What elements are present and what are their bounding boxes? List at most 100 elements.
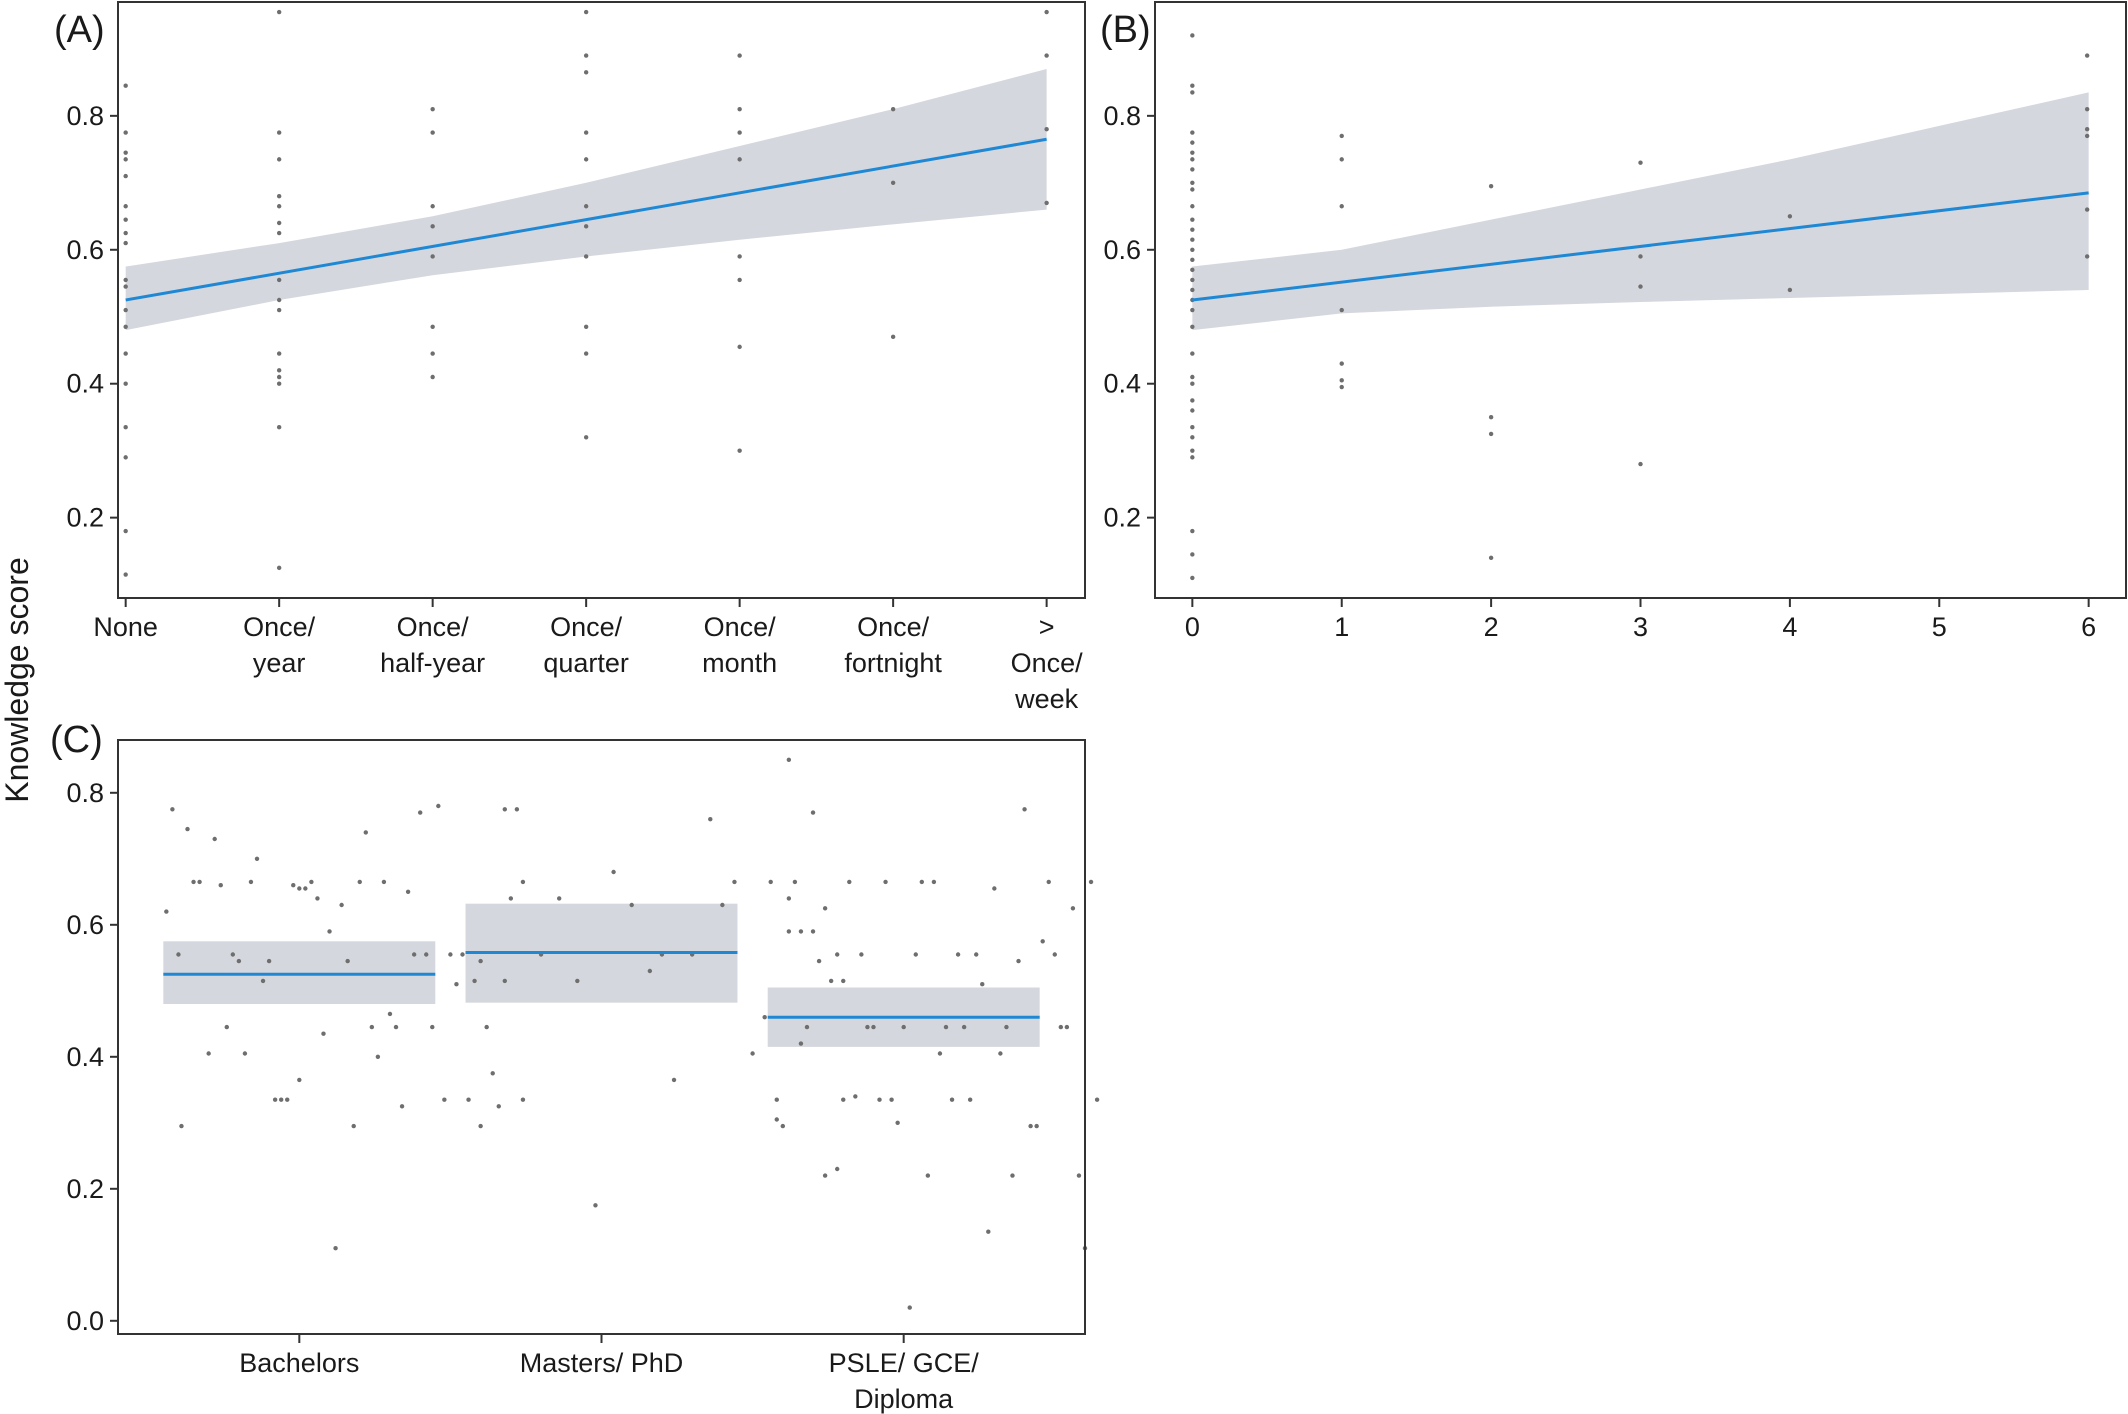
- data-point: [629, 902, 634, 908]
- panel-c-label: (C): [50, 719, 103, 761]
- data-point: [583, 435, 589, 440]
- data-point: [309, 879, 314, 885]
- data-point: [123, 284, 128, 289]
- data-point: [430, 1024, 435, 1030]
- data-point: [191, 879, 196, 885]
- data-point: [278, 1097, 284, 1102]
- data-point: [1094, 1097, 1100, 1102]
- data-point: [321, 1031, 326, 1036]
- data-point: [164, 909, 169, 914]
- data-point: [1058, 1024, 1064, 1030]
- data-point: [430, 351, 435, 356]
- panel-a-label: (A): [54, 9, 105, 51]
- data-point: [974, 952, 979, 957]
- data-point: [276, 565, 282, 571]
- panel-b-confidence-band: [1192, 92, 2089, 331]
- data-point: [1190, 448, 1195, 453]
- data-point: [430, 254, 435, 259]
- panel-a-ci-area: [125, 68, 1047, 331]
- data-point: [276, 130, 282, 135]
- data-point: [583, 204, 589, 209]
- x-tick-label: Once/half-year: [380, 612, 485, 678]
- data-point: [919, 879, 925, 885]
- x-tick-label: 2: [1484, 612, 1499, 642]
- data-point: [1638, 254, 1643, 259]
- data-point: [123, 324, 128, 329]
- data-point: [123, 381, 128, 386]
- panel-c-mean-lines: [163, 951, 1040, 1019]
- data-point: [937, 1051, 943, 1056]
- data-point: [774, 1097, 779, 1102]
- data-point: [393, 1024, 399, 1030]
- data-point: [583, 351, 589, 356]
- y-axis-title: Knowledge score: [0, 557, 35, 802]
- data-point: [1190, 167, 1195, 172]
- data-point: [242, 1051, 248, 1056]
- data-point: [1787, 287, 1793, 293]
- data-point: [1190, 180, 1195, 186]
- data-point: [949, 1097, 955, 1102]
- x-tick-label: 6: [2081, 612, 2096, 642]
- data-point: [737, 277, 742, 283]
- data-point: [508, 896, 514, 901]
- data-point: [276, 374, 282, 380]
- data-point: [2084, 106, 2090, 112]
- data-point: [1190, 277, 1195, 283]
- data-point: [762, 1015, 767, 1020]
- panel-a-frame: [117, 1, 1086, 599]
- data-point: [737, 344, 742, 350]
- data-point: [514, 807, 520, 812]
- data-point: [197, 879, 202, 885]
- data-point: [123, 83, 128, 88]
- data-point: [1034, 1123, 1039, 1129]
- data-point: [1044, 127, 1049, 132]
- data-point: [1488, 431, 1494, 437]
- data-point: [276, 9, 282, 15]
- data-point: [1638, 160, 1643, 165]
- data-point: [381, 879, 387, 885]
- data-point: [276, 425, 282, 430]
- data-point: [737, 157, 742, 162]
- data-point: [593, 1203, 598, 1208]
- data-point: [786, 929, 792, 934]
- panel-b-x-axis: 0 1 2 3 4 5 6: [1185, 598, 2096, 642]
- data-point: [890, 106, 896, 112]
- panel-c-x-axis: Bachelors Masters/ PhD PSLE/ GCE/Diploma: [239, 1334, 979, 1414]
- data-point: [583, 157, 589, 162]
- data-point: [907, 1305, 912, 1310]
- panel-a-y-axis: 0.2 0.4 0.6 0.8: [66, 101, 118, 533]
- data-point: [816, 958, 822, 964]
- panel-b-ci-area: [1192, 92, 2089, 331]
- data-point: [804, 1024, 810, 1030]
- panel-b-label: (B): [1100, 9, 1151, 51]
- x-tick-label: 5: [1932, 612, 1947, 642]
- data-point: [1190, 398, 1195, 403]
- data-point: [1046, 879, 1051, 885]
- data-point: [1190, 381, 1195, 386]
- data-point: [2084, 207, 2090, 212]
- data-point: [583, 53, 589, 58]
- data-point: [877, 1097, 882, 1102]
- x-tick-label: Once/quarter: [543, 612, 629, 678]
- data-point: [276, 351, 282, 356]
- x-tick-label: PSLE/ GCE/Diploma: [829, 1348, 980, 1414]
- data-point: [1064, 1024, 1070, 1030]
- data-point: [835, 952, 840, 957]
- data-point: [1190, 157, 1195, 162]
- y-tick-label: 0.2: [66, 1174, 104, 1204]
- data-point: [786, 896, 792, 901]
- data-point: [986, 1229, 991, 1234]
- data-point: [786, 757, 792, 762]
- data-point: [583, 324, 589, 329]
- data-point: [430, 324, 435, 329]
- data-point: [1190, 247, 1195, 252]
- data-point: [212, 836, 217, 842]
- data-point: [1190, 435, 1195, 440]
- data-point: [943, 1024, 949, 1030]
- data-point: [297, 886, 302, 891]
- data-point: [357, 879, 362, 885]
- data-point: [351, 1123, 356, 1129]
- data-point: [1190, 324, 1195, 329]
- data-point: [185, 826, 190, 832]
- data-point: [1044, 9, 1049, 15]
